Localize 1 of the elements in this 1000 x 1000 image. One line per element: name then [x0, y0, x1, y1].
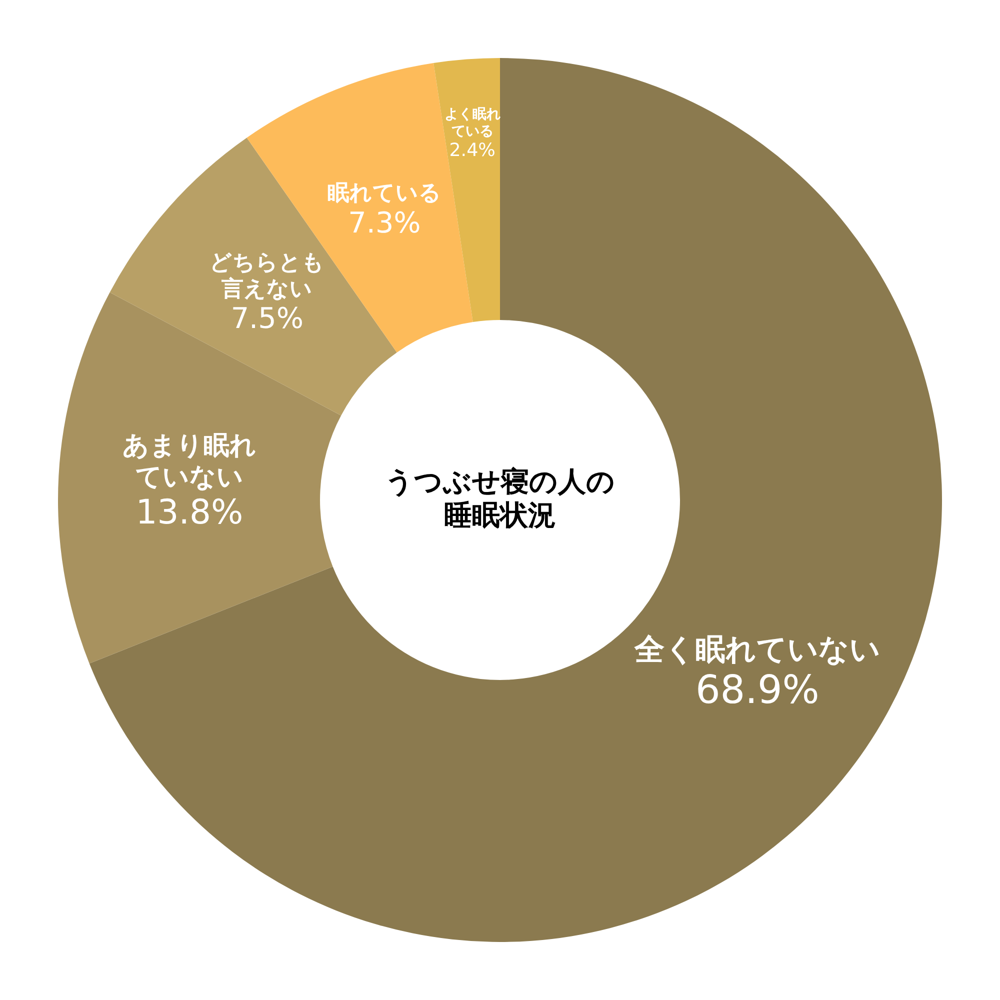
- title: うつぶせ寝の人の睡眠状況: [385, 464, 615, 532]
